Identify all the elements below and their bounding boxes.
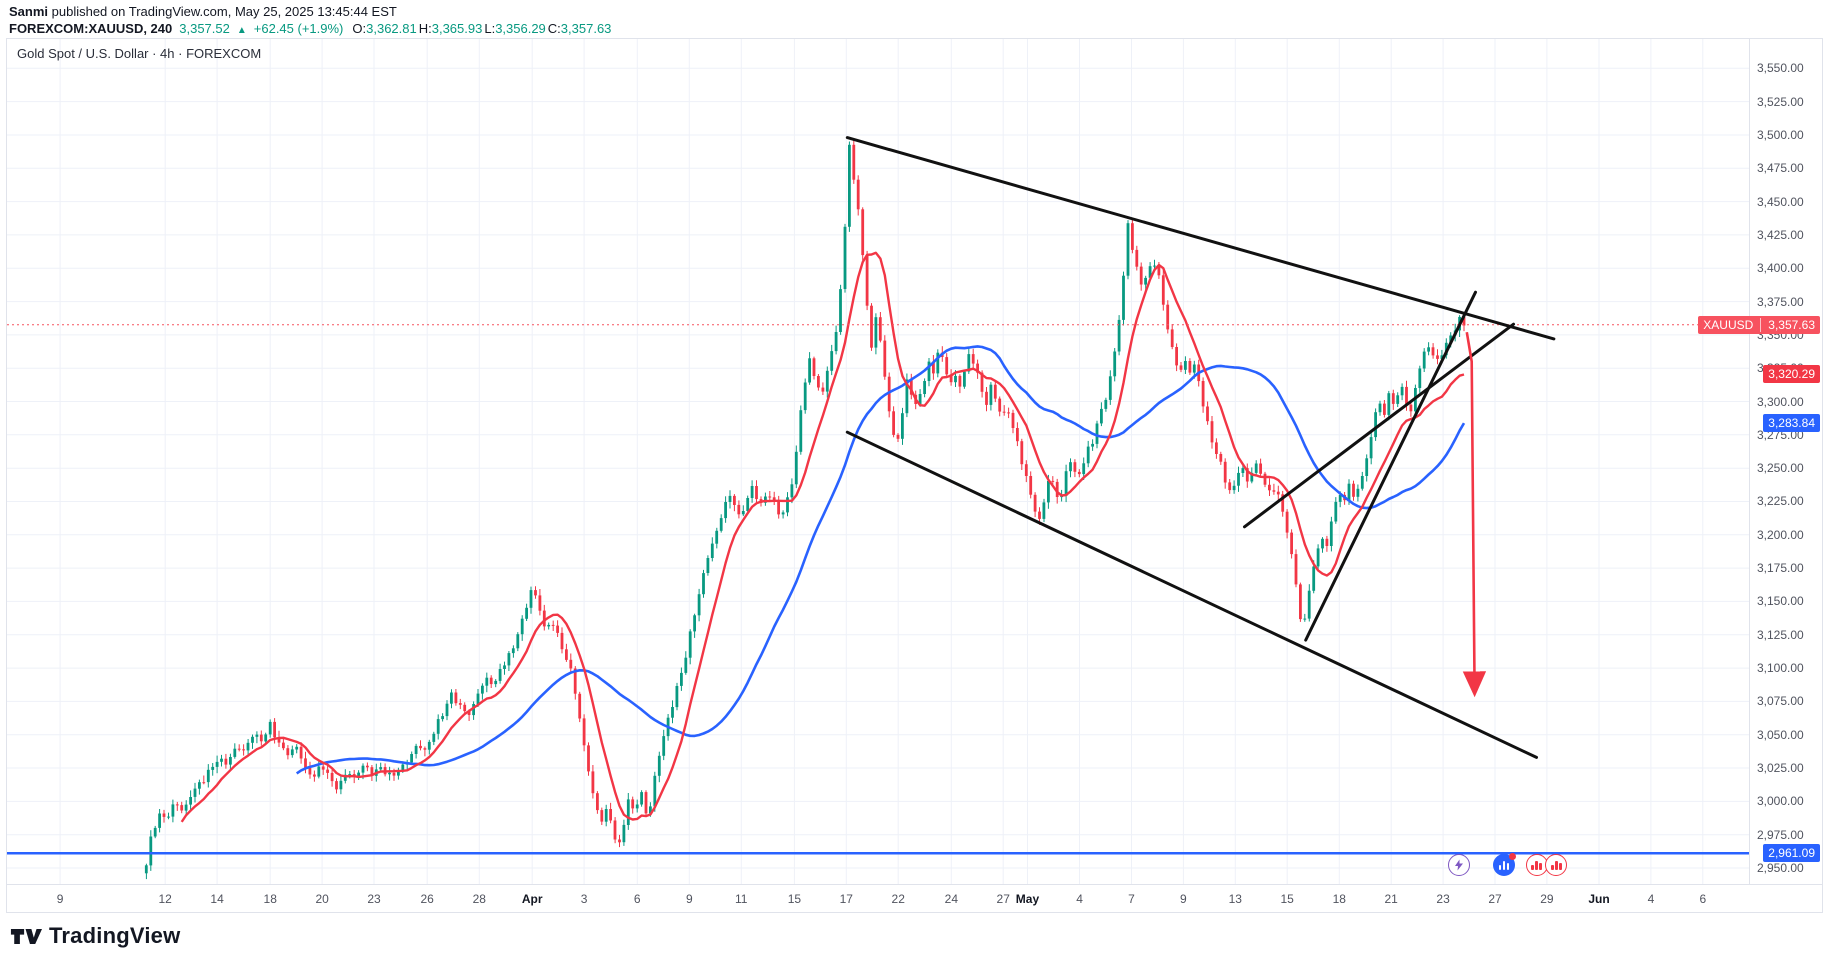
time-tick-label: 26 — [420, 892, 434, 906]
price-axis[interactable]: 3,550.00 3,525.00 3,500.00 3,475.00 3,450.00… — [1698, 39, 1822, 884]
price-tick-label: 3,300.00 — [1757, 394, 1804, 409]
ma-fast-price-tag: 3,320.29 — [1763, 365, 1820, 384]
time-tick-label: 15 — [787, 892, 802, 906]
time-tick-label: 21 — [1384, 892, 1398, 906]
time-tick-label: 14 — [210, 892, 224, 906]
price-tick-label: 3,200.00 — [1757, 527, 1804, 542]
price-tick-label: 3,375.00 — [1757, 294, 1804, 309]
ma-slow-price-tag: 3,283.84 — [1763, 414, 1820, 433]
time-tick-label: 27 — [1488, 892, 1502, 906]
time-tick-label: 11 — [735, 892, 748, 906]
minds-badge-blue[interactable] — [1493, 853, 1517, 876]
price-tick-label: 2,950.00 — [1757, 861, 1804, 875]
ohlc-l: L:3,356.29 — [484, 21, 546, 36]
tradingview-logo-icon — [10, 928, 42, 944]
mini-bar-chart-icon — [1531, 860, 1542, 870]
price-tick-label: 3,250.00 — [1757, 461, 1804, 476]
lightning-icon — [1455, 859, 1464, 871]
time-tick-label: 18 — [1332, 892, 1346, 906]
time-tick-label: 9 — [1180, 892, 1187, 906]
time-tick-label: 6 — [633, 892, 641, 906]
publish-header: Sanmi published on TradingView.com, May … — [0, 0, 1829, 38]
price-tick-label: 3,125.00 — [1757, 627, 1804, 642]
time-tick-label: 20 — [315, 892, 329, 906]
time-tick-label: 23 — [367, 892, 381, 906]
time-tick-label: 12 — [158, 892, 172, 906]
price-tick-label: 3,000.00 — [1757, 794, 1804, 809]
price-tick-label: 3,225.00 — [1757, 494, 1804, 509]
flash-badge[interactable] — [1448, 854, 1471, 876]
last-price: 3,357.52 — [179, 21, 230, 36]
time-tick-label: 4 — [1647, 892, 1655, 906]
ohlc-h: H:3,365.93 — [418, 21, 483, 36]
price-tick-label: 3,550.00 — [1757, 61, 1804, 76]
time-axis[interactable]: 9 12 14 18 20 23 26 28 Apr 3 6 9 11 15 17 22 24 27 May 4 7 9 1… — [7, 884, 1822, 912]
mini-bar-chart-icon — [1498, 860, 1510, 870]
price-tick-label: 3,525.00 — [1757, 94, 1804, 109]
price-tick-label: 3,425.00 — [1757, 227, 1804, 242]
byline-text: published on TradingView.com, May 25, 20… — [48, 4, 397, 19]
price-up-arrow-icon: ▲ — [236, 25, 247, 36]
ohlc-c: C:3,357.63 — [547, 21, 612, 36]
ideas-badge-red-1[interactable] — [1525, 854, 1548, 876]
price-tick-label: 3,500.00 — [1757, 127, 1804, 142]
price-tick-label: 3,400.00 — [1757, 261, 1804, 276]
price-tick-label: 3,025.00 — [1757, 761, 1804, 776]
support-price-tag: 2,961.09 — [1763, 844, 1820, 863]
footer: TradingView — [0, 913, 1829, 959]
byline: Sanmi published on TradingView.com, May … — [9, 4, 1829, 19]
time-tick-label: 13 — [1228, 892, 1242, 906]
ohlc-o: O:3,362.81 — [352, 21, 417, 36]
price-tick-label: 3,050.00 — [1757, 727, 1804, 742]
candlestick-chart[interactable] — [7, 39, 1749, 884]
brand-name: TradingView — [49, 923, 181, 948]
mini-bar-chart-icon — [1551, 860, 1562, 870]
time-tick-label: 9 — [56, 892, 64, 906]
time-tick-label: May — [1015, 892, 1040, 906]
time-tick-label: 28 — [472, 892, 486, 906]
tradingview-link[interactable]: TradingView — [10, 923, 180, 949]
chart-row: Gold Spot / U.S. Dollar · 4h · FOREXCOM … — [7, 39, 1822, 884]
change-value: +62.45 (+1.9%) — [253, 21, 344, 36]
time-tick-label: 27 — [996, 892, 1010, 906]
price-tick-label: 2,975.00 — [1757, 827, 1804, 842]
time-tick-label: 23 — [1436, 892, 1450, 906]
symbol-title: FOREXCOM:XAUUSD, 240 — [9, 21, 173, 36]
time-tick-label: 15 — [1280, 892, 1294, 906]
chart-frame: Gold Spot / U.S. Dollar · 4h · FOREXCOM … — [6, 38, 1823, 913]
current-price-tag: XAUUSD 3,357.63 — [1698, 315, 1820, 334]
price-tick-label: 3,150.00 — [1757, 594, 1804, 609]
chart-title: Gold Spot / U.S. Dollar · 4h · FOREXCOM — [17, 46, 262, 61]
time-tick-label: 18 — [263, 892, 277, 906]
time-tick-label: 3 — [580, 892, 588, 906]
time-tick-label: Jun — [1588, 892, 1610, 906]
plot-badges — [7, 852, 1749, 876]
symbol-line: FOREXCOM:XAUUSD, 240 3,357.52 ▲ +62.45 (… — [9, 20, 1829, 39]
time-tick-label: 6 — [1699, 892, 1707, 906]
time-tick-label: Apr — [521, 892, 543, 906]
price-tick-label: 3,175.00 — [1757, 561, 1804, 576]
time-tick-label: 9 — [685, 892, 693, 906]
price-tick-label: 3,475.00 — [1757, 161, 1804, 176]
ideas-badge-red-2[interactable] — [1545, 854, 1568, 876]
ohlc-values: O:3,362.81 H:3,365.93 L:3,356.29 C:3,357.63 — [350, 20, 611, 37]
price-tick-label: 3,100.00 — [1757, 661, 1804, 676]
time-tick-label: 4 — [1076, 892, 1083, 906]
author-name: Sanmi — [9, 4, 49, 19]
chart-plot[interactable]: Gold Spot / U.S. Dollar · 4h · FOREXCOM — [7, 39, 1750, 884]
time-tick-label: 29 — [1540, 892, 1554, 906]
price-tick-label: 3,075.00 — [1757, 694, 1804, 709]
time-tick-label: 17 — [839, 892, 853, 906]
time-tick-label: 7 — [1128, 892, 1135, 906]
time-tick-label: 24 — [944, 892, 959, 906]
time-tick-label: 22 — [891, 892, 905, 906]
price-tick-label: 3,450.00 — [1757, 194, 1804, 209]
